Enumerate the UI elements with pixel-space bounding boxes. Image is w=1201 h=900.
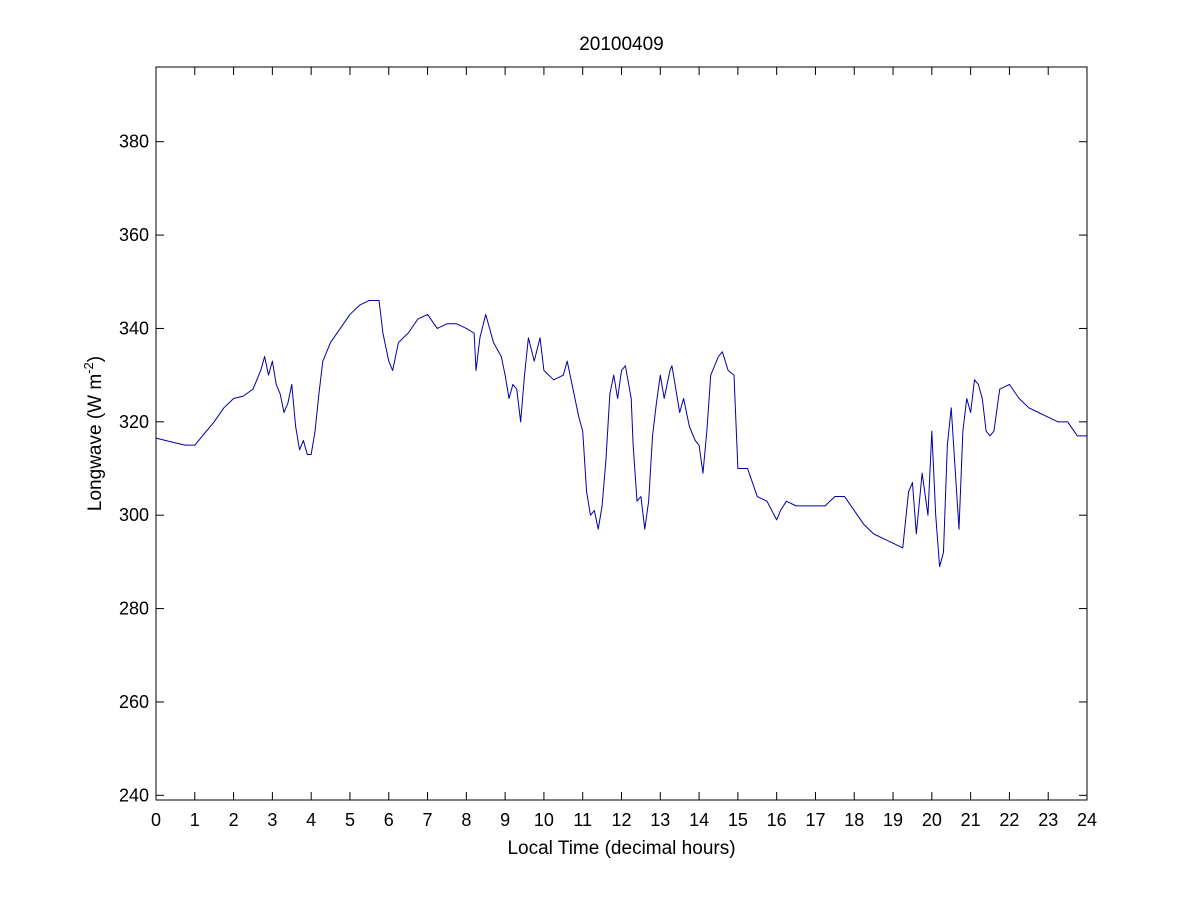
x-tick-label: 13 bbox=[650, 810, 670, 830]
y-tick-label: 340 bbox=[119, 318, 149, 338]
y-tick-label: 380 bbox=[119, 132, 149, 152]
x-axis-title: Local Time (decimal hours) bbox=[507, 838, 735, 859]
x-tick-label: 14 bbox=[689, 810, 709, 830]
series-layer bbox=[155, 299, 1087, 568]
x-tick-label: 9 bbox=[500, 810, 510, 830]
x-tick-label: 2 bbox=[229, 810, 239, 830]
x-tick-label: 23 bbox=[1038, 810, 1058, 830]
y-axis-title: Longwave (W m-2) bbox=[81, 356, 106, 511]
x-tick-label: 16 bbox=[767, 810, 787, 830]
y-tick-label: 300 bbox=[119, 505, 149, 525]
x-tick-label: 0 bbox=[151, 810, 161, 830]
y-tick-label: 280 bbox=[119, 599, 149, 619]
y-tick-label: 360 bbox=[119, 225, 149, 245]
x-tick-label: 15 bbox=[728, 810, 748, 830]
x-tick-label: 20 bbox=[922, 810, 942, 830]
y-tick-label: 320 bbox=[119, 412, 149, 432]
x-tick-label: 12 bbox=[611, 810, 631, 830]
x-tick-label: 19 bbox=[883, 810, 903, 830]
y-axis-title-prefix: Longwave (W m bbox=[85, 374, 106, 511]
x-tick-label: 22 bbox=[999, 810, 1019, 830]
y-tick-label: 260 bbox=[119, 692, 149, 712]
x-tick-label: 4 bbox=[306, 810, 316, 830]
y-axis-ticks: 240 260 280 300 320 340 360 380 bbox=[119, 132, 1087, 805]
x-tick-label: 3 bbox=[267, 810, 277, 830]
x-tick-label: 17 bbox=[805, 810, 825, 830]
plot-area bbox=[155, 66, 1088, 801]
x-axis-ticks: 0 1 2 3 4 5 6 7 8 9 10 11 12 13 14 15 16 17 18 19 20 21 22 23 24 bbox=[151, 67, 1097, 830]
x-tick-label: 7 bbox=[423, 810, 433, 830]
x-tick-label: 24 bbox=[1077, 810, 1097, 830]
y-axis-title-suffix: ) bbox=[85, 356, 106, 362]
x-tick-label: 5 bbox=[345, 810, 355, 830]
y-tick-label: 240 bbox=[119, 785, 149, 805]
x-tick-label: 6 bbox=[384, 810, 394, 830]
x-tick-label: 1 bbox=[190, 810, 200, 830]
x-tick-label: 18 bbox=[844, 810, 864, 830]
x-tick-label: 10 bbox=[534, 810, 554, 830]
y-axis-title-superscript: -2 bbox=[81, 362, 96, 374]
x-tick-label: 21 bbox=[961, 810, 981, 830]
chart-title: 20100409 bbox=[579, 34, 664, 55]
series-line-0 bbox=[155, 299, 1087, 568]
x-tick-label: 8 bbox=[461, 810, 471, 830]
x-tick-label: 11 bbox=[573, 810, 592, 830]
